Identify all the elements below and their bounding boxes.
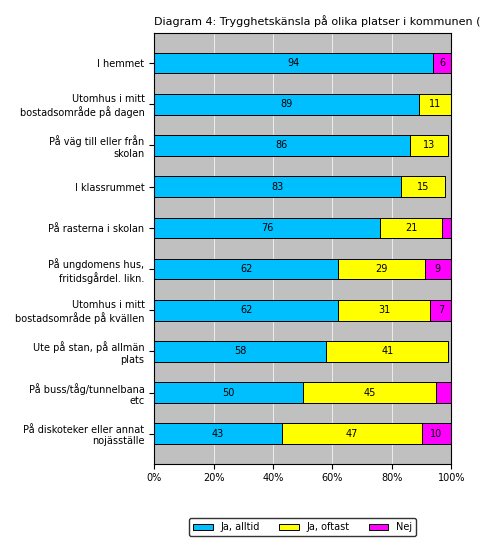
Text: 47: 47 [346, 429, 358, 439]
Bar [282, 424, 421, 444]
Bar [303, 382, 436, 403]
Bar [380, 218, 443, 238]
Text: 21: 21 [405, 223, 417, 233]
Text: 76: 76 [261, 223, 273, 233]
Bar [436, 382, 451, 403]
Text: 58: 58 [234, 346, 247, 356]
Text: 62: 62 [240, 305, 252, 315]
Text: 6: 6 [439, 58, 445, 68]
Text: 15: 15 [417, 182, 429, 191]
Text: 41: 41 [381, 346, 394, 356]
Bar [154, 382, 303, 403]
Bar [443, 218, 451, 238]
Legend: Ja, alltid, Ja, oftast, Nej: Ja, alltid, Ja, oftast, Nej [189, 519, 416, 536]
Bar [154, 300, 338, 321]
Bar [154, 424, 282, 444]
Text: 10: 10 [430, 429, 443, 439]
Bar [431, 300, 451, 321]
Bar [401, 177, 445, 197]
Text: 9: 9 [435, 264, 441, 274]
Text: 7: 7 [438, 305, 444, 315]
Bar [154, 94, 419, 114]
Text: 45: 45 [363, 388, 376, 398]
Bar [154, 177, 401, 197]
Text: Diagram 4: Trygghetskänsla på olika platser i kommunen (%): Diagram 4: Trygghetskänsla på olika plat… [154, 15, 480, 27]
Text: 43: 43 [212, 429, 224, 439]
Bar [433, 53, 451, 73]
Text: 13: 13 [423, 140, 435, 151]
Text: 86: 86 [276, 140, 288, 151]
Bar [154, 341, 326, 362]
Bar [326, 341, 448, 362]
Bar [419, 94, 451, 114]
Text: 89: 89 [280, 100, 292, 109]
Bar [154, 53, 433, 73]
Text: 62: 62 [240, 264, 252, 274]
Text: 31: 31 [378, 305, 391, 315]
Bar [154, 218, 380, 238]
Bar [154, 135, 409, 156]
Text: 11: 11 [429, 100, 441, 109]
Bar [421, 424, 451, 444]
Bar [424, 258, 451, 279]
Text: 50: 50 [222, 388, 235, 398]
Bar [338, 258, 424, 279]
Bar [154, 258, 338, 279]
Text: 29: 29 [375, 264, 388, 274]
Text: 83: 83 [271, 182, 284, 191]
Bar [409, 135, 448, 156]
Bar [338, 300, 431, 321]
Text: 94: 94 [288, 58, 300, 68]
